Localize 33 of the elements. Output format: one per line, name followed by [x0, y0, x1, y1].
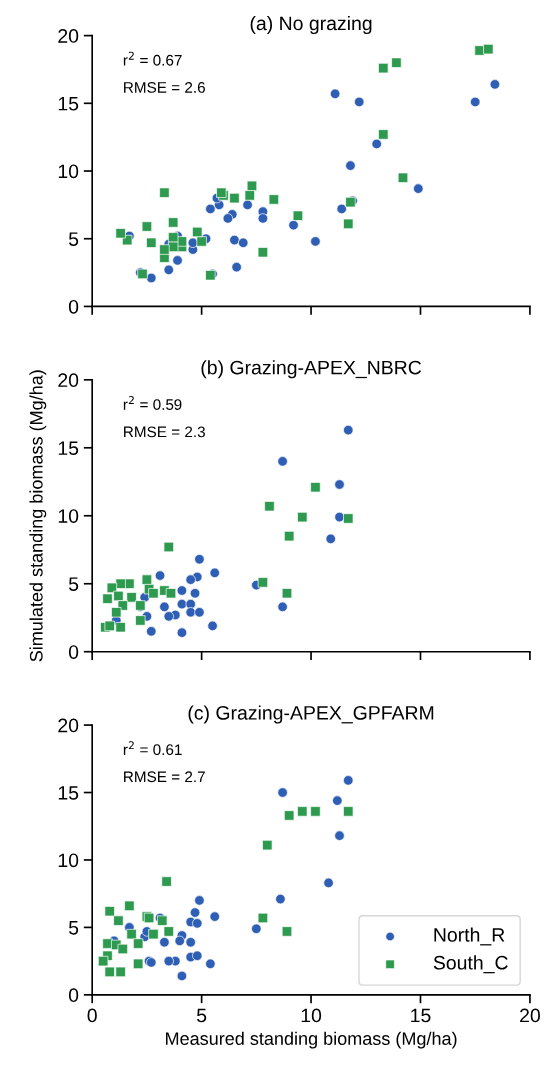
annotation: RMSE = 2.7	[124, 771, 205, 783]
annotation: r$^{2}$ = 0.61	[123, 741, 182, 756]
y-axis-title: Simulated standing biomass (Mg/ha)	[29, 370, 47, 662]
annotation: RMSE = 2.3	[124, 426, 205, 438]
annotation: r$^{2}$ = 0.67	[123, 51, 182, 66]
y-tick-label: 10	[58, 164, 79, 179]
y-tick-label: 15	[58, 786, 79, 800]
y-tick-label: 15	[58, 96, 79, 111]
chart-title: (b) Grazing-APEX_NBRC	[201, 360, 422, 379]
y-tick-label: 10	[58, 509, 79, 523]
y-tick-label: 5	[68, 577, 79, 591]
y-tick-label: 0	[68, 299, 79, 314]
y-tick-label: 15	[58, 441, 79, 456]
x-tick-label: 5	[196, 1008, 207, 1023]
y-tick-label: 10	[58, 853, 79, 868]
legend-label: South_C	[433, 955, 508, 974]
y-tick-label: 20	[58, 718, 79, 733]
chart-title: (c) Grazing-APEX_GPFARM	[188, 705, 434, 724]
y-tick-label: 0	[68, 645, 79, 659]
y-tick-label: 20	[58, 373, 79, 388]
x-tick-label: 0	[87, 1008, 97, 1023]
y-tick-label: 0	[68, 988, 79, 1003]
y-tick-label: 5	[68, 921, 79, 935]
y-tick-label: 20	[58, 29, 79, 43]
x-tick-label: 15	[411, 1008, 431, 1023]
x-tick-label: 10	[301, 1008, 322, 1023]
y-tick-label: 5	[68, 232, 79, 246]
x-tick-label: 20	[520, 1008, 540, 1023]
legend-label: North_R	[434, 927, 505, 946]
x-axis-title: Measured standing biomass (Mg/ha)	[166, 1031, 457, 1049]
chart-title: (a) No grazing	[250, 15, 372, 35]
annotation: RMSE = 2.6	[124, 82, 205, 93]
annotation: r$^{2}$ = 0.59	[123, 396, 182, 410]
